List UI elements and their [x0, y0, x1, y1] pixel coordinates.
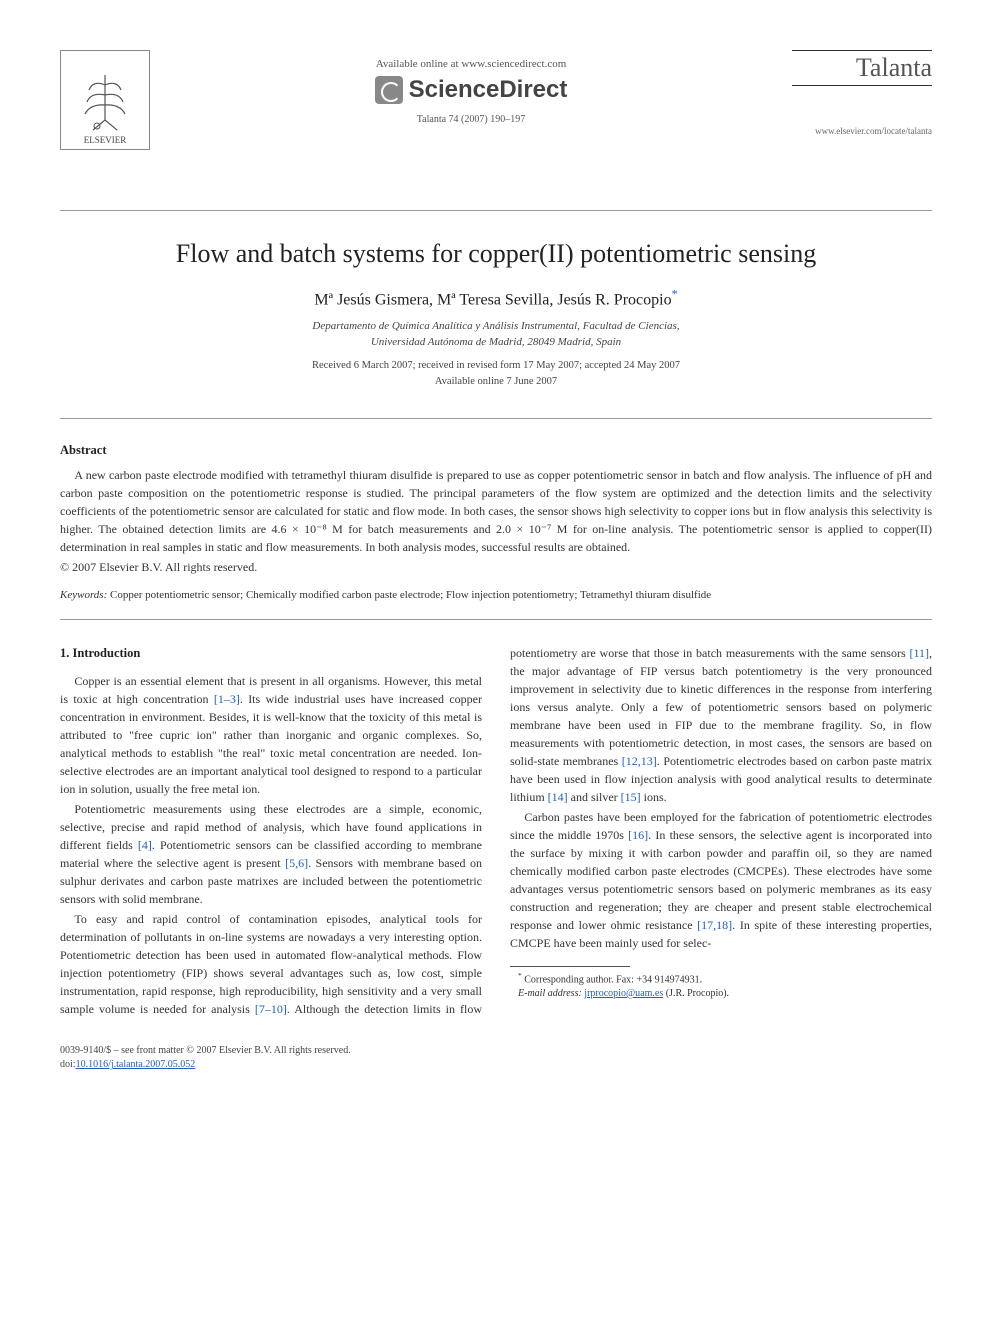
available-online-text: Available online at www.sciencedirect.co… [150, 58, 792, 70]
corresponding-mark[interactable]: * [672, 291, 678, 308]
journal-name: Talanta [792, 50, 932, 86]
post-abstract-rule [60, 619, 932, 620]
authors-line: Mª Jesús Gismera, Mª Teresa Sevilla, Jes… [60, 287, 932, 309]
header-row: ELSEVIER Available online at www.science… [60, 50, 932, 150]
ref-link[interactable]: [7–10] [255, 1002, 287, 1016]
intro-para-1: Copper is an essential element that is p… [60, 672, 482, 798]
keywords-label: Keywords: [60, 589, 107, 601]
abstract-copyright: © 2007 Elsevier B.V. All rights reserved… [60, 560, 932, 575]
footnote-email: E-mail address: jrprocopio@uam.es (J.R. … [510, 987, 932, 1001]
footnote-block: * Corresponding author. Fax: +34 9149749… [510, 966, 932, 1001]
ref-link[interactable]: [14] [548, 790, 568, 804]
affiliation: Departamento de Química Analítica y Anál… [60, 319, 932, 350]
keywords-text: Copper potentiometric sensor; Chemically… [110, 589, 711, 601]
ref-link[interactable]: [5,6] [285, 856, 308, 870]
pre-abstract-rule [60, 418, 932, 419]
doi-link[interactable]: 10.1016/j.talanta.2007.05.052 [76, 1059, 196, 1070]
ref-link[interactable]: [12,13] [622, 754, 657, 768]
elsevier-tree-icon [75, 70, 135, 135]
dates-block: Received 6 March 2007; received in revis… [60, 358, 932, 390]
citation-line: Talanta 74 (2007) 190–197 [150, 114, 792, 125]
sciencedirect-logo: ScienceDirect [150, 76, 792, 104]
sciencedirect-icon [375, 76, 403, 104]
footer-copyright: 0039-9140/$ – see front matter © 2007 El… [60, 1044, 932, 1058]
journal-logo-block: Talanta www.elsevier.com/locate/talanta [792, 50, 932, 136]
abstract-text: A new carbon paste electrode modified wi… [60, 466, 932, 556]
dates-received: Received 6 March 2007; received in revis… [60, 358, 932, 374]
keywords-line: Keywords: Copper potentiometric sensor; … [60, 589, 932, 601]
body-columns: 1. Introduction Copper is an essential e… [60, 644, 932, 1019]
footer-doi-line: doi:10.1016/j.talanta.2007.05.052 [60, 1058, 932, 1072]
abstract-heading: Abstract [60, 443, 932, 458]
ref-link[interactable]: [11] [909, 646, 929, 660]
intro-para-4: Carbon pastes have been employed for the… [510, 808, 932, 952]
journal-url[interactable]: www.elsevier.com/locate/talanta [792, 126, 932, 136]
ref-link[interactable]: [1–3] [214, 692, 240, 706]
footnote-corresponding: * Corresponding author. Fax: +34 9149749… [510, 971, 932, 987]
ref-link[interactable]: [15] [621, 790, 641, 804]
abstract-section: Abstract A new carbon paste electrode mo… [60, 443, 932, 601]
intro-para-2: Potentiometric measurements using these … [60, 800, 482, 908]
ref-link[interactable]: [17,18] [697, 918, 732, 932]
authors-text: Mª Jesús Gismera, Mª Teresa Sevilla, Jes… [314, 291, 671, 308]
header-rule [60, 210, 932, 211]
ref-link[interactable]: [16] [628, 828, 648, 842]
section-1-heading: 1. Introduction [60, 644, 482, 663]
footnote-rule [510, 966, 630, 967]
publisher-name: ELSEVIER [84, 135, 127, 145]
paper-title: Flow and batch systems for copper(II) po… [60, 239, 932, 269]
ref-link[interactable]: [4] [138, 838, 152, 852]
affiliation-line-1: Departamento de Química Analítica y Anál… [60, 319, 932, 334]
sciencedirect-text: ScienceDirect [409, 76, 568, 104]
elsevier-logo: ELSEVIER [60, 50, 150, 150]
email-link[interactable]: jrprocopio@uam.es [584, 988, 663, 999]
center-header: Available online at www.sciencedirect.co… [150, 50, 792, 125]
dates-online: Available online 7 June 2007 [60, 374, 932, 390]
footer-block: 0039-9140/$ – see front matter © 2007 El… [60, 1044, 932, 1072]
affiliation-line-2: Universidad Autónoma de Madrid, 28049 Ma… [60, 335, 932, 350]
